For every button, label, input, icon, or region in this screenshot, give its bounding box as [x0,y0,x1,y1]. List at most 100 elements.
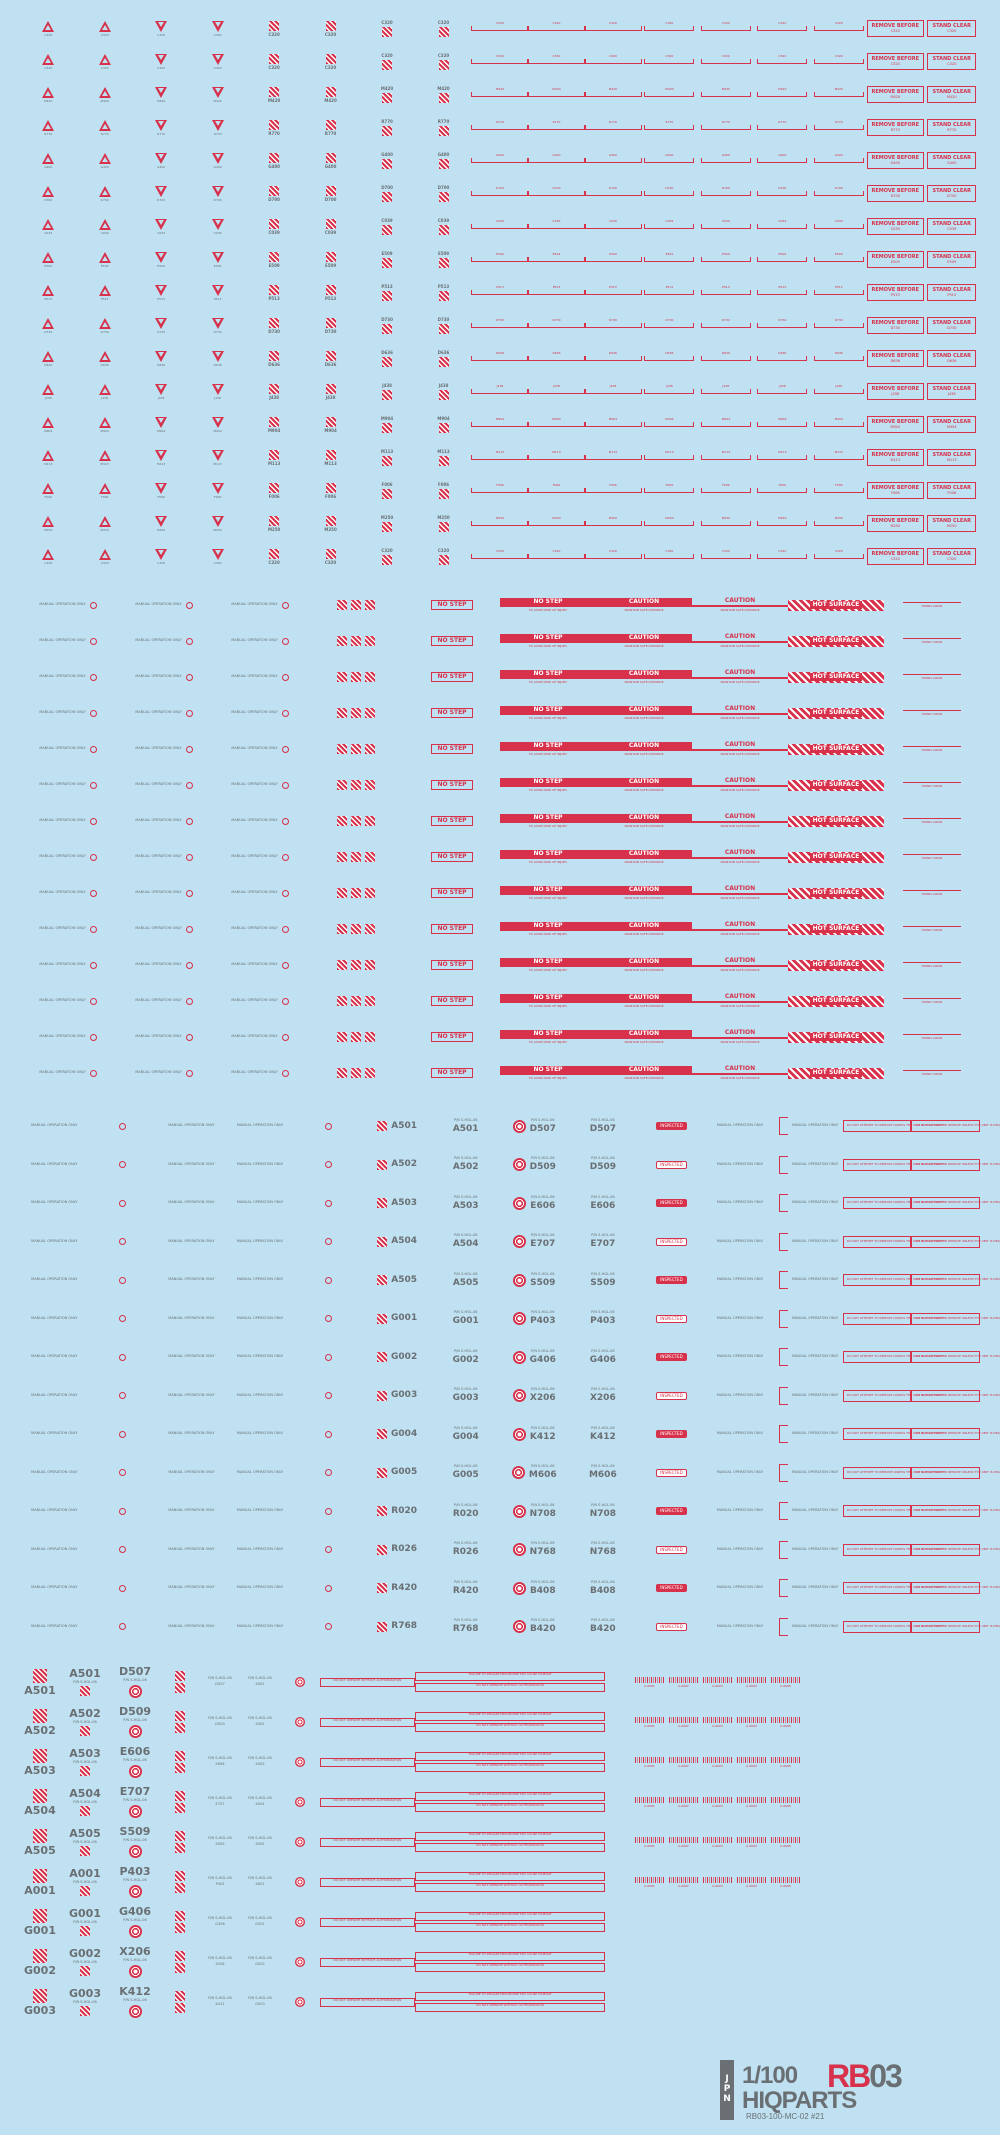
bracket-bar: E509 [757,252,808,262]
stand-clear-text: STAND CLEAR [921,928,943,932]
bar-label: M250 [665,516,674,520]
caution-sub: MAINTAIN SAFE DISTANCE [720,679,760,684]
bracket-bar-decal: D700 [811,177,867,210]
part-code-decal: R420 [363,1569,432,1608]
decal-caption: J438 [44,395,52,400]
hatch-square-icon [438,290,449,301]
manual-text: MANUAL OPERATION ONLY [135,1034,182,1039]
caution-sub: MAINTAIN SAFE DISTANCE [720,607,760,612]
target-icon [513,1312,527,1326]
target-icon [295,1877,305,1887]
pn-text: P/N S-HGL-06 [208,1796,232,1801]
barcode-icon [668,1676,699,1683]
target-icon [295,1997,305,2007]
hatch-square-icon [438,224,449,235]
bracket-bar-decal: C320 [698,12,754,45]
code-decal: M250 [359,507,415,540]
manual-row: MANUAL OPERATION ONLY [135,673,193,681]
warning-frame: DO NOT ATTEMPT TO REMOVE UNLESS THE UNIT… [842,1620,946,1633]
sign-title: REMOVE BEFORE [871,320,920,327]
decal-caption: C320 [44,560,53,565]
sign-frame: STAND CLEAR J438 [927,383,977,400]
bracket-bar: P513 [700,285,751,295]
triangle-decal: C039 [20,210,76,243]
bracket-bar: J438 [527,384,586,394]
hatch-square-icon [382,26,393,37]
manual-row: MANUAL OPERATION ONLY [39,925,97,933]
pn-decal: P/N S-HGL-06 G002 [240,1942,280,1982]
pn-decal: P/N S-HGL-06 A505 [240,1822,280,1862]
manual-row: MANUAL OPERATION ONLY [231,601,289,609]
triangle-decal: F006 [20,474,76,507]
caution-bar: CAUTION [596,994,692,1003]
bracket-shape [778,1502,788,1521]
manual-ring-decal: MANUAL OPERATION ONLY [20,1146,89,1185]
manual-ring-decal: MANUAL OPERATION ONLY [20,983,116,1019]
decal-code: C039 [381,217,393,223]
inverted-triangle-icon [211,20,224,32]
hot-surface-stripe: HOT SURFACE [788,1031,884,1043]
pn-text: P/N S-HGL-06 [591,1425,615,1430]
target-icon [512,1350,526,1364]
manual-ring-decal: MANUAL OPERATION ONLY [226,1492,295,1531]
part-code-decal: A502 [363,1146,432,1185]
ring-decal [294,1146,363,1185]
sign-title: REMOVE BEFORE [871,452,920,459]
warning-frame: DO NOT ATTEMPT TO REMOVE UNLESS THE UNIT… [842,1389,946,1402]
hatch-decal: M250 [246,507,302,540]
part-code-text: R020 [391,1505,417,1516]
caution-decal: CAUTION MAINTAIN SAFE DISTANCE [596,983,692,1019]
hatch-square-icon [325,350,336,361]
ring-icon [185,637,193,645]
manual-ring-decal: MANUAL OPERATION ONLY [212,1055,308,1091]
decal-caption: F006 [44,494,52,499]
hatch-square-icon [325,251,336,262]
inverted-triangle-icon [155,218,168,230]
ring-icon [281,925,289,933]
stand-clear-text: STAND CLEAR [921,1072,943,1076]
part-code-decal: P/N S-HGL-06 P403 [569,1300,638,1339]
decal-caption: C320 [44,65,53,70]
inverted-triangle-icon [155,251,168,263]
pn-text: P/N S-HGL-06 [531,1502,555,1507]
bar-label: M113 [778,450,787,454]
bar-label: C039 [721,219,730,223]
bar-label: C320 [834,54,843,58]
hot-surface-stripe: HOT SURFACE [788,851,884,863]
hatch-square-icon [80,1886,90,1897]
hatch-pair [337,1068,375,1078]
part-code-text: X206 [119,1945,151,1959]
bracket-bar-decal: M904 [527,408,586,441]
decal-code: J438 [382,382,392,388]
hatch-pair [337,672,375,682]
part-code-decal: G002 [363,1338,432,1377]
ring-decal [89,1300,158,1339]
hatch-square-icon [175,1883,185,1893]
bracket-bar-decal: M420 [527,78,586,111]
warning-box-decal: DO NOT ATTEMPT TO REMOVE UNLESS THE UNIT… [911,1107,1000,1146]
barcode-icon [668,1876,699,1883]
ring-icon [89,997,97,1005]
no-step-box: NO STEP [431,995,473,1007]
line [903,890,961,891]
ring-icon [281,673,289,681]
barcode-code: A-0004 [746,1763,757,1768]
no-step-sub: TO AVOID RISK OF INJURY [528,679,568,684]
warning-frame: DO NOT ATTEMPT TO REMOVE UNLESS THE UNIT… [911,1351,1000,1364]
long-frame: DO NOT OPERATE WITHOUT AUTHORIZATION [320,1957,415,1967]
decal-code: C039 [268,229,280,235]
ring-icon [325,1584,333,1592]
frame-decal: REMOVE BEFORE F006 [866,474,925,507]
sign-sub: M420 [890,95,901,100]
hatch-square-icon [80,1926,90,1937]
caution-under-decal: CAUTION MAINTAIN SAFE DISTANCE [692,839,788,875]
caution-under-decal: CAUTION MAINTAIN SAFE DISTANCE [692,659,788,695]
caution-decal: CAUTION MAINTAIN SAFE DISTANCE [596,911,692,947]
hot-surface-label: HOT SURFACE [809,817,863,825]
hatch-square-icon [382,92,393,103]
section-codes-barcodes: A501 A501 P/N S-HGL-06 D507 P/N S-HGL-06 P/N … [20,1662,980,2032]
manual-row: MANUAL OPERATION ONLY [39,853,97,861]
part-code-decal: P/N S-HGL-06 B420 [569,1608,638,1647]
sign-title: REMOVE BEFORE [871,518,920,525]
inspected-tag: INSPECTED [656,1391,687,1400]
